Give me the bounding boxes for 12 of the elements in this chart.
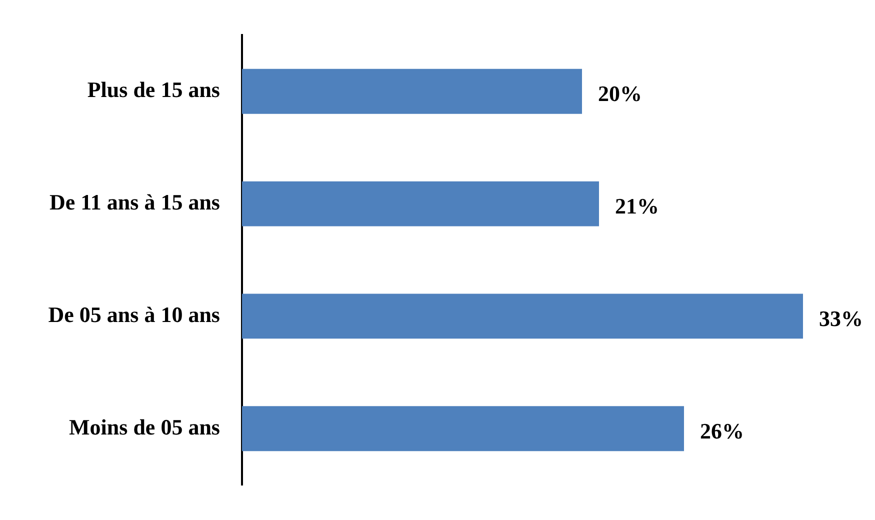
- bar: [242, 68, 582, 114]
- bar: [242, 294, 803, 339]
- data-label: 33%: [819, 306, 863, 331]
- y-tick-label: De 11 ans à 15 ans: [49, 189, 220, 214]
- bar: [242, 181, 599, 226]
- y-tick-label: Plus de 15 ans: [87, 77, 220, 102]
- data-label: 20%: [598, 81, 642, 106]
- data-label: 26%: [700, 418, 744, 444]
- y-tick-label: De 05 ans à 10 ans: [48, 302, 220, 327]
- bar: [242, 406, 684, 452]
- y-tick-label: Moins de 05 ans: [69, 414, 220, 440]
- data-label: 21%: [615, 193, 659, 218]
